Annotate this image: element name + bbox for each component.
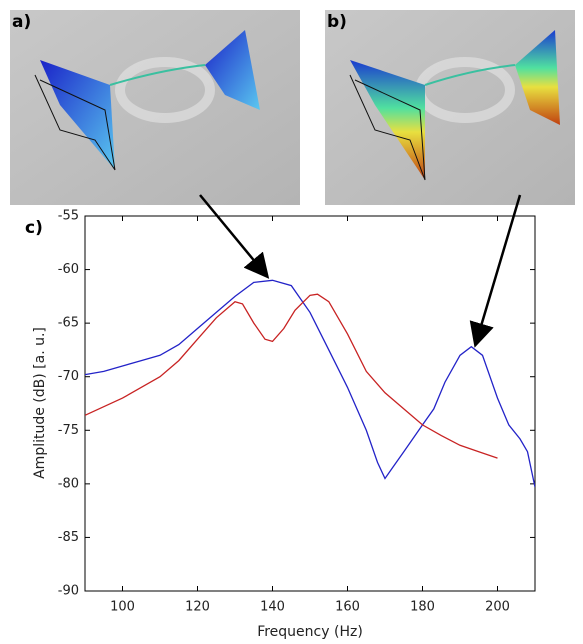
panel-a-image — [10, 10, 300, 205]
arrow — [469, 194, 522, 348]
y-tick-label: -90 — [58, 584, 79, 599]
y-tick-label: -55 — [58, 209, 79, 224]
x-axis-label: Frequency (Hz) — [257, 624, 363, 640]
panel-b-image — [325, 10, 575, 205]
panel-label: a) — [12, 12, 31, 32]
series-line — [85, 279, 535, 488]
y-tick-label: -85 — [58, 530, 79, 545]
panel-label: c) — [25, 218, 43, 238]
y-tick-label: -75 — [58, 423, 79, 438]
y-tick-label: -80 — [58, 476, 79, 491]
y-tick-label: -65 — [58, 316, 79, 331]
x-tick-label: 100 — [110, 600, 135, 615]
arrow — [199, 194, 270, 279]
panel-label: b) — [327, 12, 347, 32]
y-axis-label: Amplitude (dB) [a. u.] — [32, 327, 48, 479]
plot-frame — [84, 215, 536, 592]
y-tick-label: -70 — [58, 369, 79, 384]
x-tick-label: 140 — [260, 600, 285, 615]
x-tick-label: 160 — [335, 600, 360, 615]
x-tick-label: 120 — [185, 600, 210, 615]
series-line — [85, 293, 498, 459]
y-tick-label: -60 — [58, 262, 79, 277]
x-tick-label: 200 — [485, 600, 510, 615]
x-tick-label: 180 — [410, 600, 435, 615]
